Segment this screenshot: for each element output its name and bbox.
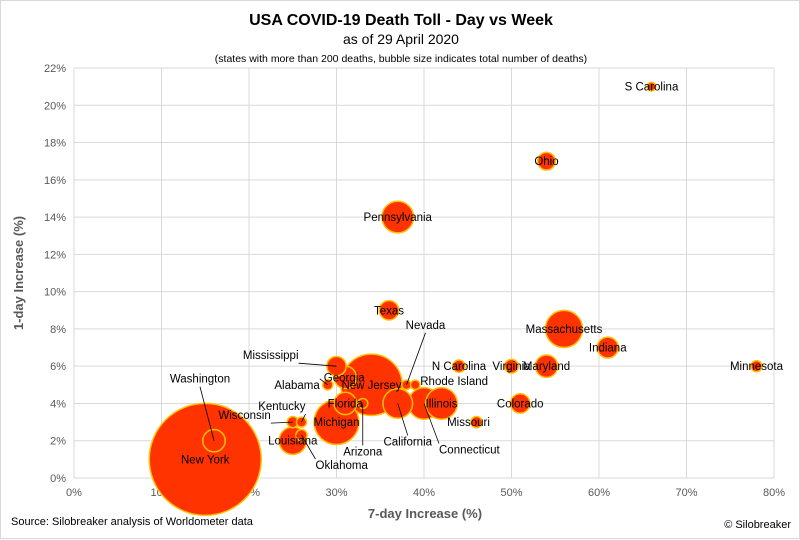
x-tick-label: 50% xyxy=(500,487,522,499)
bubble-missouri xyxy=(470,415,483,429)
label-ohio: Ohio xyxy=(534,156,558,168)
label-texas: Texas xyxy=(374,305,404,317)
y-tick-label: 0% xyxy=(50,473,66,485)
label-missouri: Missouri xyxy=(447,417,490,429)
x-tick-label: 80% xyxy=(763,487,785,499)
label-michigan: Michigan xyxy=(313,417,359,429)
label-new-jersey: New Jersey xyxy=(341,380,401,392)
label-louisiana: Louisiana xyxy=(268,436,318,448)
y-tick-label: 10% xyxy=(44,287,66,299)
label-georgia: Georgia xyxy=(324,372,366,384)
y-tick-label: 4% xyxy=(50,398,66,410)
bubble-ohio xyxy=(536,151,557,171)
x-tick-label: 30% xyxy=(325,487,347,499)
label-oklahoma: Oklahoma xyxy=(316,460,369,472)
chart-subtitle: as of 29 April 2020 xyxy=(343,31,459,47)
label-wisconsin: Wisconsin xyxy=(218,410,270,422)
leader-wisconsin xyxy=(270,421,293,424)
label-colorado: Colorado xyxy=(497,398,544,410)
leader-layer xyxy=(199,332,440,460)
y-tick-label: 16% xyxy=(44,175,66,187)
bubble-n-carolina xyxy=(452,359,466,374)
leader-oklahoma xyxy=(301,434,316,460)
chart-note: (states with more than 200 deaths, bubbl… xyxy=(215,53,587,65)
y-axis-title: 1-day Increase (%) xyxy=(11,216,26,330)
y-tick-label: 8% xyxy=(50,324,66,336)
label-kentucky: Kentucky xyxy=(258,401,306,413)
label-arizona: Arizona xyxy=(343,446,383,458)
label-mississippi: Mississippi xyxy=(243,350,299,362)
label-n-carolina: N Carolina xyxy=(432,361,487,373)
label-california: California xyxy=(383,436,432,448)
y-tick-label: 22% xyxy=(44,63,66,75)
label-minnesota: Minnesota xyxy=(730,361,784,373)
bubble-virginia xyxy=(503,358,520,374)
chart-title: USA COVID-19 Death Toll - Day vs Week xyxy=(249,12,553,29)
bubble-california xyxy=(382,387,414,420)
leader-california xyxy=(397,403,409,436)
bubble-indiana xyxy=(596,336,619,359)
source-note: Source: Silobreaker analysis of Worldome… xyxy=(11,516,254,528)
bubble-colorado xyxy=(509,393,531,414)
label-virginia: Virginia xyxy=(492,361,531,373)
bubble-pennsylvania xyxy=(381,200,415,234)
label-nevada: Nevada xyxy=(406,320,446,332)
x-axis-title: 7-day Increase (%) xyxy=(368,506,482,521)
y-tick-label: 20% xyxy=(44,100,66,112)
x-tick-label: 0% xyxy=(66,487,82,499)
bubble-florida xyxy=(333,391,358,416)
label-indiana: Indiana xyxy=(589,343,627,355)
bubble-massachusetts xyxy=(544,309,584,349)
bubble-texas xyxy=(378,299,400,321)
y-tick-label: 6% xyxy=(50,361,66,373)
leader-kentucky xyxy=(301,413,306,423)
label-illinois: Illinois xyxy=(426,398,458,410)
bubble-maryland xyxy=(534,354,559,379)
label-rhode-island: Rhode Island xyxy=(420,376,488,388)
bubble-minnesota xyxy=(750,359,763,373)
x-tick-label: 60% xyxy=(588,487,610,499)
leader-alabama xyxy=(319,378,328,386)
label-washington: Washington xyxy=(170,374,230,386)
label-maryland: Maryland xyxy=(523,361,570,373)
bubble-new-york xyxy=(148,402,262,517)
y-tick-label: 2% xyxy=(50,436,66,448)
bubble-s-carolina xyxy=(646,81,657,92)
bubble-illinois xyxy=(424,386,459,421)
y-tick-label: 18% xyxy=(44,138,66,150)
label-alabama: Alabama xyxy=(274,380,320,392)
x-tick-label: 40% xyxy=(413,487,435,499)
grid-layer xyxy=(73,67,775,479)
leader-mississippi xyxy=(298,362,337,367)
leader-connecticut xyxy=(423,403,440,444)
bubble-rhode-island xyxy=(409,379,421,391)
label-massachusetts: Massachusetts xyxy=(526,324,603,336)
label-layer: New York Washington Louisiana Oklahoma Wisco… xyxy=(170,82,784,472)
leader-nevada xyxy=(406,332,426,385)
y-tick-label: 14% xyxy=(44,212,66,224)
label-s-carolina: S Carolina xyxy=(625,82,679,94)
copyright-note: © Silobreaker xyxy=(724,519,791,531)
label-florida: Florida xyxy=(328,398,364,410)
label-new-york: New York xyxy=(181,454,230,466)
label-pennsylvania: Pennsylvania xyxy=(364,212,433,224)
y-tick-label: 12% xyxy=(44,249,66,261)
leader-washington xyxy=(199,386,215,441)
label-connecticut: Connecticut xyxy=(439,444,501,456)
x-tick-label: 70% xyxy=(675,487,697,499)
